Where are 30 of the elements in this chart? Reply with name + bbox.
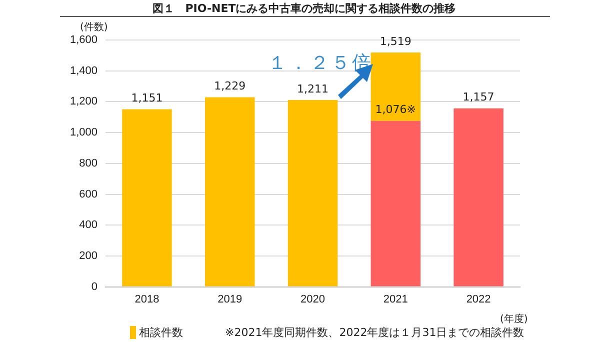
bar	[454, 108, 504, 286]
x-tick-label: 2019	[218, 293, 242, 306]
text: ※2021年度同期件数、2022年度は１月31日までの相談件数	[225, 325, 524, 340]
y-tick-label: 1,200	[70, 96, 98, 108]
x-axis-title: (年度)	[500, 312, 528, 326]
x-tick-label: 2018	[134, 293, 160, 306]
y-tick-label: 200	[79, 250, 98, 262]
x-tick-label: 2021	[383, 293, 408, 306]
data-label: 1,211	[297, 82, 329, 96]
y-tick-label: 1,600	[70, 34, 98, 46]
chart-title: 図１ PIO-NETにみる中古車の売却に関する相談件数の推移	[151, 1, 457, 16]
bar	[370, 120, 421, 286]
y-tick-label: 600	[79, 188, 98, 200]
y-tick-label: 1,400	[70, 64, 98, 77]
bar	[122, 109, 172, 286]
x-tick-label: 2022	[466, 293, 491, 306]
y-tick-label: 400	[79, 219, 98, 232]
data-label: 1,157	[462, 90, 494, 104]
bar	[288, 100, 338, 286]
y-tick-label: 1,000	[70, 126, 98, 139]
y-axis-title: (件数)	[80, 21, 108, 34]
data-label: 1,229	[214, 80, 246, 93]
y-tick-label: 0	[91, 280, 98, 293]
y-tick-label: 800	[79, 157, 98, 170]
data-label: 1,076※	[375, 103, 416, 116]
bar	[205, 97, 255, 286]
data-label: 1,151	[131, 92, 163, 105]
x-tick-label: 2020	[300, 293, 326, 306]
legend-label: 相談件数	[139, 325, 183, 340]
total-label: 1,519	[380, 34, 412, 48]
